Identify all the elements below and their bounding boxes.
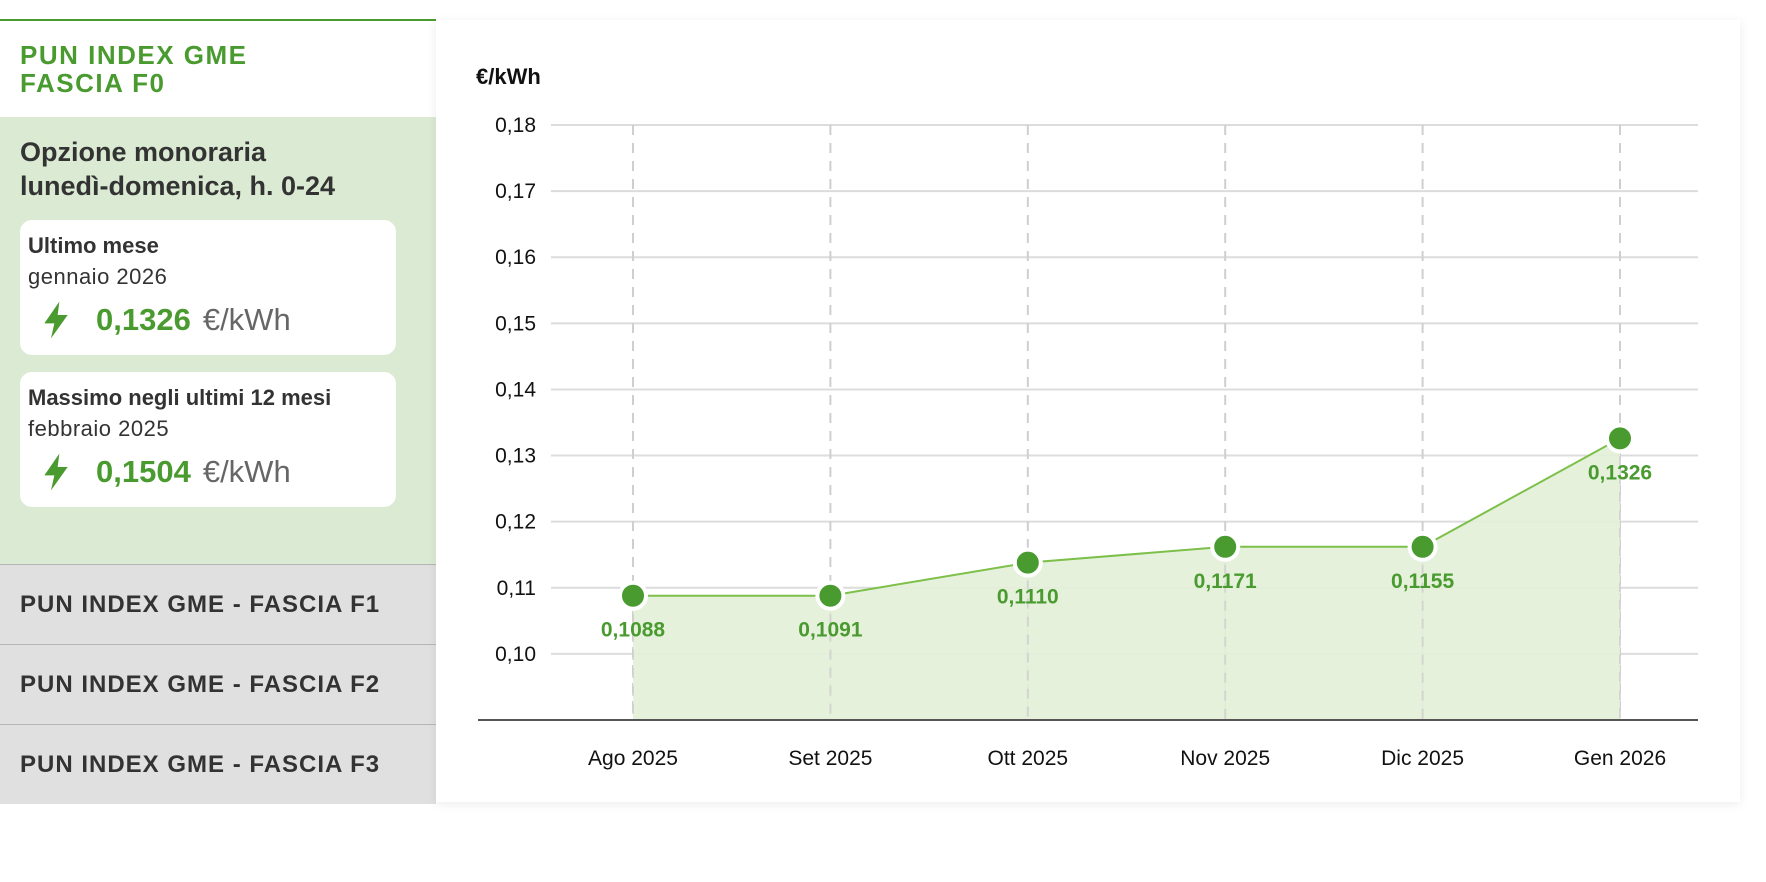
card-max-12-months: Massimo negli ultimi 12 mesi febbraio 20… bbox=[20, 372, 396, 507]
y-tick-label: 0,17 bbox=[495, 180, 536, 203]
card-subtitle: gennaio 2026 bbox=[28, 264, 168, 289]
x-tick-label: Dic 2025 bbox=[1381, 747, 1464, 770]
x-tick-label: Set 2025 bbox=[788, 747, 872, 770]
tab-fascia-f3-label: PUN INDEX GME - FASCIA F3 bbox=[20, 750, 381, 778]
card-value: 0,1504 bbox=[96, 454, 191, 489]
y-tick-label: 0,12 bbox=[495, 511, 536, 534]
data-label: 0,1088 bbox=[601, 619, 666, 642]
lightning-bolt-icon bbox=[44, 301, 68, 339]
card-value: 0,1326 bbox=[96, 302, 191, 337]
y-tick-label: 0,15 bbox=[495, 312, 536, 335]
series-area bbox=[633, 438, 1620, 720]
data-point bbox=[1407, 531, 1438, 562]
y-tick-label: 0,13 bbox=[495, 445, 536, 468]
chart-card: €/kWh 0,10 0,11 0,12 0,13 0,14 0,15 0,16 0,17 0,1… bbox=[436, 20, 1740, 802]
tab-fascia-f2[interactable]: PUN INDEX GME - FASCIA F2 bbox=[0, 644, 436, 724]
y-tick-label: 0,10 bbox=[495, 643, 536, 666]
tab-fascia-f0-title: PUN INDEX GME FASCIA F0 bbox=[20, 40, 248, 98]
tab-fascia-f1-label: PUN INDEX GME - FASCIA F1 bbox=[20, 590, 381, 618]
tab-fascia-f2-label: PUN INDEX GME - FASCIA F2 bbox=[20, 670, 381, 698]
lightning-bolt-icon bbox=[44, 453, 68, 491]
card-subtitle: febbraio 2025 bbox=[28, 416, 170, 441]
y-tick-label: 0,14 bbox=[495, 378, 536, 401]
data-label: 0,1091 bbox=[798, 619, 863, 642]
tab-fascia-f3[interactable]: PUN INDEX GME - FASCIA F3 bbox=[0, 724, 436, 804]
data-label: 0,1171 bbox=[1194, 570, 1257, 593]
data-point bbox=[1012, 547, 1043, 578]
x-tick-label: Nov 2025 bbox=[1180, 747, 1270, 770]
card-title: Ultimo mese bbox=[28, 233, 159, 258]
data-point bbox=[1210, 531, 1241, 562]
card-last-month: Ultimo mese gennaio 2026 0,1326 €/kWh bbox=[20, 220, 396, 355]
panel-title: Opzione monoraria lunedì-domenica, h. 0-… bbox=[20, 137, 336, 201]
card-unit: €/kWh bbox=[202, 454, 291, 489]
data-label: 0,1155 bbox=[1391, 570, 1454, 593]
x-tick-label: Ott 2025 bbox=[988, 747, 1069, 770]
y-axis-unit-label: €/kWh bbox=[476, 64, 541, 89]
y-tick-label: 0,11 bbox=[497, 577, 536, 600]
tab-fascia-f0[interactable]: PUN INDEX GME FASCIA F0 bbox=[0, 19, 436, 101]
data-point bbox=[815, 580, 846, 611]
card-unit: €/kWh bbox=[202, 302, 291, 337]
data-point bbox=[618, 580, 648, 611]
price-line-chart: €/kWh 0,10 0,11 0,12 0,13 0,14 0,15 0,16 0,17 0,1… bbox=[476, 64, 1698, 770]
card-title: Massimo negli ultimi 12 mesi bbox=[28, 385, 332, 410]
x-tick-label: Gen 2026 bbox=[1574, 747, 1666, 770]
data-point bbox=[1605, 423, 1635, 454]
sidebar: PUN INDEX GME FASCIA F0 Opzione monorari… bbox=[0, 19, 436, 804]
x-tick-label: Ago 2025 bbox=[588, 747, 678, 770]
tab-panel-f0: Opzione monoraria lunedì-domenica, h. 0-… bbox=[0, 117, 436, 564]
data-label: 0,1110 bbox=[997, 586, 1059, 609]
y-tick-label: 0,18 bbox=[495, 114, 536, 137]
series-line bbox=[633, 437, 1621, 597]
y-tick-label: 0,16 bbox=[495, 246, 536, 269]
tab-fascia-f1[interactable]: PUN INDEX GME - FASCIA F1 bbox=[0, 564, 436, 644]
data-label: 0,1326 bbox=[1588, 461, 1652, 484]
